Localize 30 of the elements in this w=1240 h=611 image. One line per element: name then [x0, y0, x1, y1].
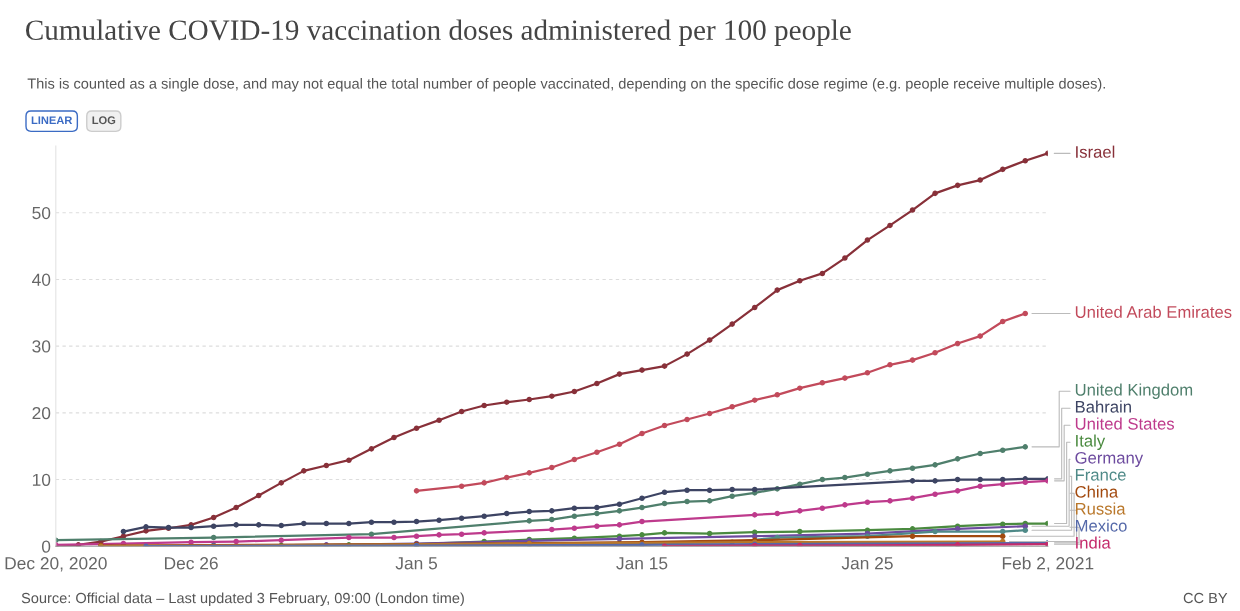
series-label: Israel: [1076, 145, 1115, 158]
chart-title: Cumulative COVID-19 vaccination doses administered per 100 people: [26, 19, 851, 46]
y-tick-label: 30: [32, 340, 51, 353]
x-tick-label: Jan 5: [395, 557, 438, 570]
y-tick-label: 10: [32, 473, 51, 486]
x-tick-label: Dec 26: [164, 557, 218, 570]
text: LINEAR: [31, 116, 73, 125]
y-tick-label: 40: [32, 273, 51, 286]
x-tick-label: Feb 2, 2021: [1002, 556, 1094, 572]
chart-subtitle: This is counted as a single dose, and may not equal the total number of people vaccinated, depending on the specific dose regime (e.g. people receive multiple doses).: [27, 78, 1105, 92]
text: Germany: [1075, 451, 1144, 467]
text: United Arab Emirates: [1075, 305, 1232, 318]
text: France: [1075, 469, 1126, 481]
text: Russia: [1075, 502, 1126, 515]
text: CC BY: [1183, 592, 1228, 604]
x-tick-label: Jan 25: [841, 557, 893, 570]
source-note: Source: Official data – Last updated 3 February, 09:00 (London time): [21, 592, 464, 607]
y-tick-label: 20: [32, 407, 51, 420]
text: LOG: [92, 116, 116, 125]
series-label: India: [1076, 536, 1111, 549]
text: Italy: [1076, 434, 1106, 450]
text: China: [1075, 485, 1119, 498]
text: United Kingdom: [1075, 383, 1193, 399]
text: United States: [1075, 417, 1175, 430]
series-label: Mexico: [1075, 519, 1127, 532]
y-tick-label: 0: [41, 540, 51, 553]
x-tick-label: Jan 15: [616, 557, 668, 570]
text: Bahrain: [1075, 400, 1131, 413]
y-tick-label: 50: [32, 206, 51, 220]
x-tick-label: Dec 20, 2020: [5, 557, 107, 572]
